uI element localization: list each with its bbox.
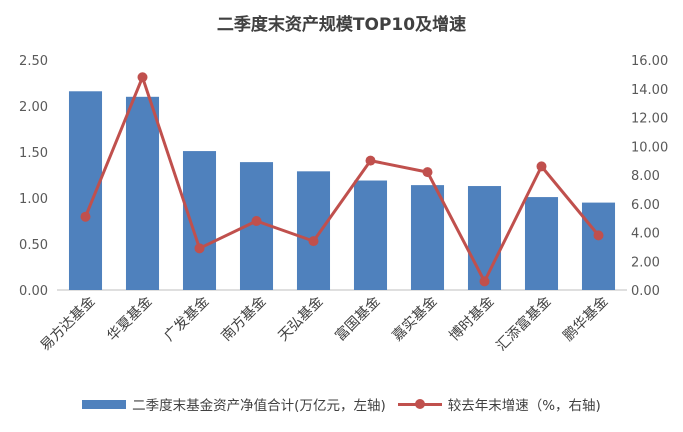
y-right-tick-label: 10.00 bbox=[631, 140, 668, 155]
x-category-label: 汇添富基金 bbox=[493, 293, 555, 355]
bar bbox=[524, 197, 559, 290]
growth-point bbox=[137, 72, 148, 83]
x-category-label: 广发基金 bbox=[161, 293, 213, 345]
growth-point bbox=[365, 155, 376, 166]
x-category-label: 富国基金 bbox=[332, 293, 384, 345]
legend-bar-label: 二季度末基金资产净值合计(万亿元，左轴) bbox=[132, 398, 386, 414]
y-right-tick-label: 6.00 bbox=[631, 198, 660, 213]
bar bbox=[410, 185, 445, 290]
x-category-label: 嘉实基金 bbox=[389, 293, 441, 345]
growth-point bbox=[194, 243, 205, 254]
y-left-tick-label: 2.00 bbox=[19, 100, 48, 115]
y-right-tick-label: 12.00 bbox=[631, 112, 668, 127]
y-left-tick-label: 0.50 bbox=[19, 238, 48, 253]
legend: 二季度末基金资产净值合计(万亿元，左轴) 较去年末增速（%，右轴) bbox=[0, 394, 683, 414]
y-right-tick-label: 8.00 bbox=[631, 169, 660, 184]
chart-title: 二季度末资产规模TOP10及增速 bbox=[216, 15, 467, 35]
y-left-tick-label: 0.00 bbox=[19, 284, 48, 299]
y-left-tick-label: 1.50 bbox=[19, 146, 48, 161]
y-right-tick-label: 0.00 bbox=[631, 284, 660, 299]
growth-point bbox=[536, 161, 547, 172]
bar bbox=[581, 202, 616, 290]
legend-bar-swatch bbox=[82, 399, 127, 409]
x-category-label: 华夏基金 bbox=[104, 293, 156, 345]
y-left-tick-label: 2.50 bbox=[19, 54, 48, 69]
x-category-label: 易方达基金 bbox=[37, 293, 99, 355]
bar bbox=[182, 151, 217, 290]
growth-line bbox=[84, 75, 600, 283]
legend-line-label: 较去年末增速（%，右轴) bbox=[447, 398, 601, 414]
legend-item-bar: 二季度末基金资产净值合计(万亿元，左轴) bbox=[82, 394, 386, 414]
x-category-label: 南方基金 bbox=[218, 293, 270, 345]
growth-point bbox=[308, 236, 319, 247]
legend-line-swatch bbox=[397, 398, 442, 410]
bar bbox=[125, 96, 160, 290]
x-category-label: 鹏华基金 bbox=[560, 293, 612, 345]
growth-point bbox=[251, 216, 262, 226]
y-left-tick-label: 1.00 bbox=[19, 192, 48, 207]
x-category-label: 博时基金 bbox=[446, 293, 498, 345]
y-right-tick-label: 2.00 bbox=[631, 255, 660, 270]
legend-item-line: 较去年末增速（%，右轴) bbox=[397, 394, 601, 414]
y-right-tick-label: 14.00 bbox=[631, 83, 668, 98]
growth-point bbox=[422, 167, 433, 178]
y-right-tick-label: 16.00 bbox=[631, 54, 668, 69]
x-category-label: 天弘基金 bbox=[275, 293, 327, 345]
growth-point bbox=[80, 211, 91, 222]
bar bbox=[467, 186, 502, 290]
growth-point bbox=[479, 276, 490, 287]
growth-point bbox=[593, 230, 604, 241]
bar bbox=[296, 171, 331, 290]
y-right-tick-label: 4.00 bbox=[631, 227, 660, 242]
bar bbox=[353, 180, 388, 290]
